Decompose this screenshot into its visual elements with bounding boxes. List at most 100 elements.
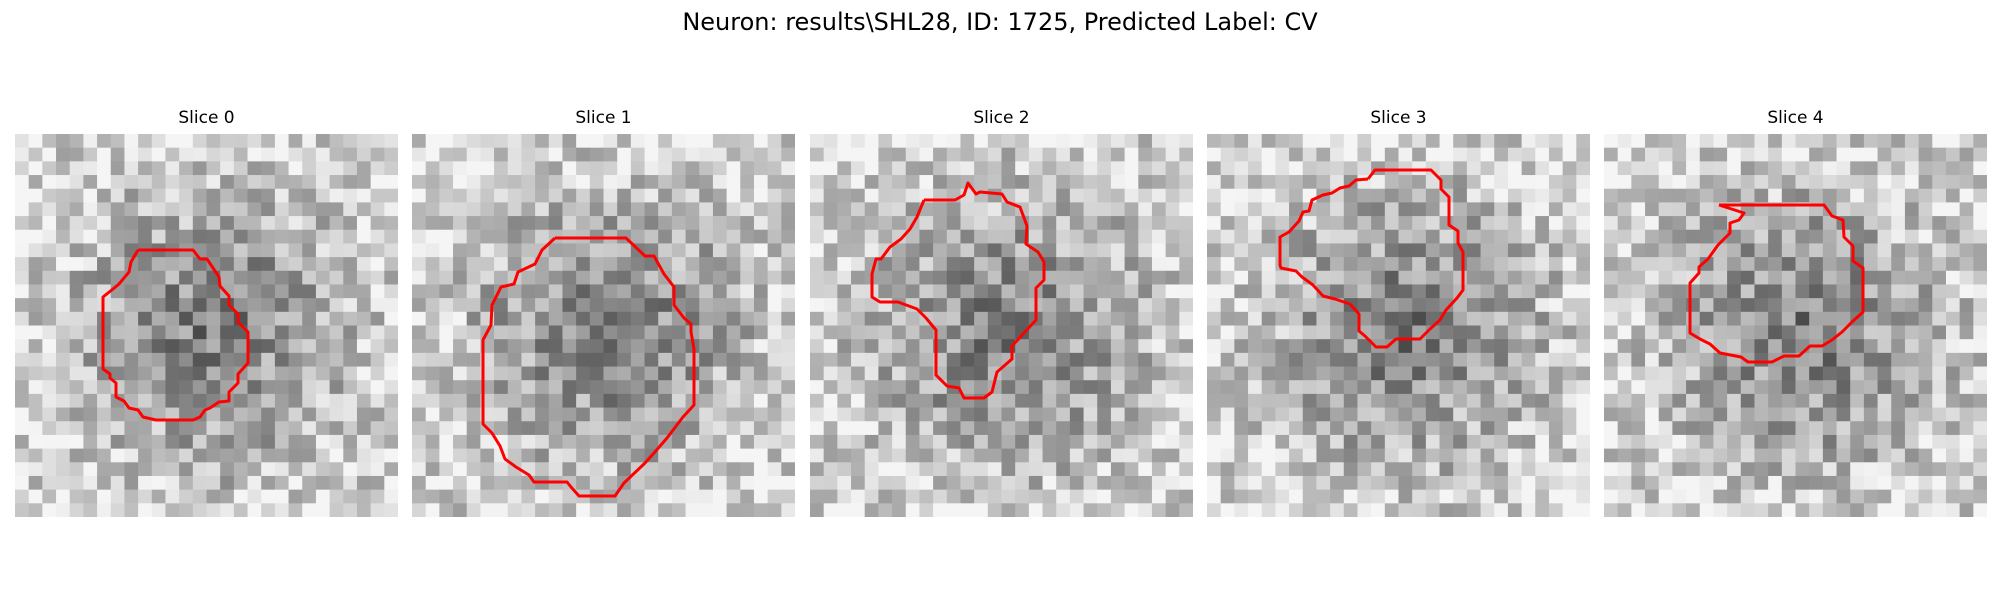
pixel xyxy=(1781,380,1796,395)
pixel xyxy=(548,257,563,272)
pixel xyxy=(1877,352,1892,368)
pixel xyxy=(658,175,673,190)
pixel xyxy=(864,134,879,149)
pixel xyxy=(1289,352,1304,368)
pixel xyxy=(1617,434,1632,450)
pixel xyxy=(1466,147,1482,162)
pixel xyxy=(1439,339,1454,354)
pixel xyxy=(1001,161,1016,176)
pixel xyxy=(1207,311,1222,326)
pixel xyxy=(1015,434,1030,450)
pixel xyxy=(1768,311,1783,326)
pixel xyxy=(69,407,84,422)
pixel xyxy=(1686,339,1701,354)
pixel xyxy=(15,229,30,244)
pixel xyxy=(1686,407,1701,422)
pixel xyxy=(1398,366,1413,381)
pixel xyxy=(974,421,989,436)
pixel xyxy=(1453,421,1468,436)
pixel xyxy=(1384,257,1399,272)
pixel xyxy=(1891,434,1906,450)
pixel xyxy=(1207,448,1222,463)
pixel xyxy=(1425,475,1441,491)
pixel xyxy=(370,161,385,176)
pixel xyxy=(603,216,618,231)
pixel xyxy=(1918,434,1933,450)
pixel xyxy=(699,448,714,463)
pixel xyxy=(1891,462,1906,477)
pixel xyxy=(1207,503,1222,517)
pixel xyxy=(892,243,907,258)
pixel xyxy=(1412,298,1427,313)
pixel xyxy=(1028,270,1044,285)
pixel xyxy=(1548,229,1564,244)
pixel xyxy=(535,421,550,436)
pixel xyxy=(15,434,30,450)
pixel xyxy=(1904,352,1920,368)
pixel xyxy=(1384,147,1399,162)
pixel xyxy=(1631,161,1646,176)
pixel xyxy=(1713,380,1728,395)
pixel xyxy=(69,147,84,162)
pixel xyxy=(494,380,509,395)
pixel xyxy=(1398,147,1413,162)
pixel xyxy=(864,366,879,381)
pixel xyxy=(1001,229,1016,244)
pixel xyxy=(671,475,687,491)
pixel xyxy=(1809,284,1824,299)
pixel xyxy=(56,188,71,203)
pixel xyxy=(1357,216,1372,231)
pixel xyxy=(1220,325,1235,340)
pixel xyxy=(753,503,769,517)
pixel xyxy=(726,434,741,450)
pixel xyxy=(699,475,714,491)
pixel xyxy=(1658,188,1673,203)
pixel xyxy=(1330,366,1345,381)
pixel xyxy=(1713,175,1728,190)
pixel xyxy=(905,489,920,504)
pixel xyxy=(1740,325,1755,340)
pixel xyxy=(535,257,550,272)
segmentation-contour xyxy=(870,181,1046,400)
pixel xyxy=(1699,175,1714,190)
pixel xyxy=(837,475,852,491)
pixel xyxy=(1604,161,1619,176)
pixel xyxy=(1713,421,1728,436)
pixel xyxy=(1494,270,1509,285)
pixel xyxy=(712,257,728,272)
pixel xyxy=(521,229,536,244)
pixel xyxy=(370,366,385,381)
pixel xyxy=(453,284,468,299)
pixel xyxy=(1425,393,1441,409)
pixel xyxy=(1973,421,1987,436)
pixel xyxy=(56,489,71,504)
pixel xyxy=(1207,489,1222,504)
pixel xyxy=(42,134,57,149)
pixel xyxy=(1494,380,1509,395)
pixel xyxy=(1207,270,1222,285)
pixel xyxy=(1042,311,1057,326)
pixel xyxy=(1083,202,1098,217)
pixel xyxy=(1001,202,1016,217)
pixel xyxy=(1891,407,1906,422)
pixel xyxy=(274,503,290,517)
pixel xyxy=(726,380,741,395)
pixel xyxy=(1672,284,1687,299)
pixel xyxy=(1275,311,1290,326)
pixel xyxy=(1069,421,1085,436)
pixel xyxy=(1466,448,1482,463)
pixel xyxy=(1179,407,1193,422)
pixel xyxy=(699,243,714,258)
pixel xyxy=(42,284,57,299)
pixel xyxy=(1439,407,1454,422)
pixel xyxy=(1604,380,1619,395)
pixel xyxy=(1754,284,1769,299)
pixel xyxy=(1028,216,1044,231)
pixel xyxy=(1631,243,1646,258)
pixel xyxy=(1097,448,1112,463)
pixel xyxy=(1699,311,1714,326)
pixel xyxy=(1535,325,1550,340)
pixel xyxy=(247,448,262,463)
pixel xyxy=(1521,270,1536,285)
pixel xyxy=(1015,147,1030,162)
